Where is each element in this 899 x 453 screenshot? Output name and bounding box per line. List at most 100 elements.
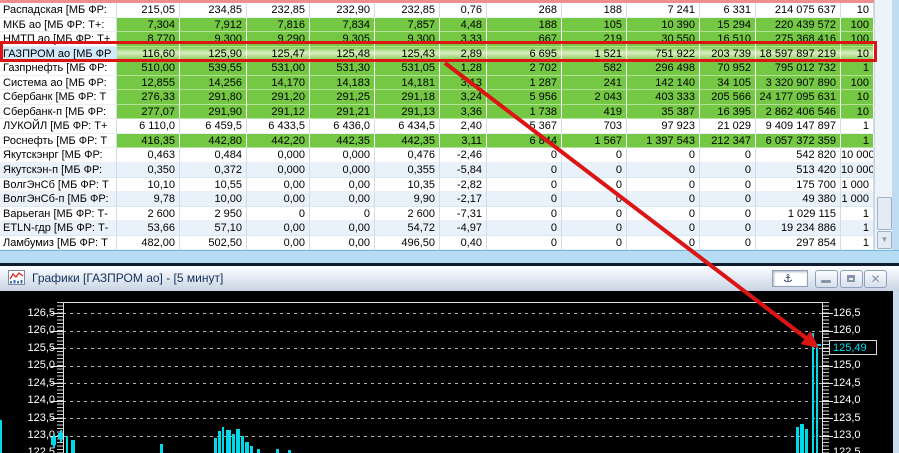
value-cell[interactable]: 1 (841, 119, 874, 134)
value-cell[interactable]: 0,000 (310, 148, 375, 164)
value-cell[interactable]: 5 956 (487, 90, 562, 105)
value-cell[interactable]: 1 738 (487, 104, 562, 120)
value-cell[interactable]: 0,484 (180, 148, 247, 164)
value-cell[interactable]: -2,46 (440, 148, 487, 164)
table-row[interactable]: Якутскэнрг [МБ ФР: 0,463 0,484 0,000 0,000 0,… (0, 148, 874, 164)
value-cell[interactable]: 125,90 (180, 46, 247, 62)
value-cell[interactable]: 7,912 (180, 17, 247, 33)
value-cell[interactable]: 24 177 095 631 (756, 90, 841, 105)
value-cell[interactable]: 0,463 (117, 148, 180, 164)
value-cell[interactable]: 10 000 (841, 163, 874, 178)
value-cell[interactable]: 291,13 (375, 104, 440, 120)
value-cell[interactable]: 10 (841, 104, 874, 120)
instrument-name-cell[interactable]: Варьеган [МБ ФР: Т- (0, 206, 117, 222)
table-row[interactable]: ВолгЭнСб [МБ ФР: Т 10,10 10,55 0,00 0,00 10,3… (0, 177, 874, 193)
value-cell[interactable]: 6 331 (700, 3, 756, 18)
value-cell[interactable]: 442,20 (247, 133, 310, 149)
value-cell[interactable]: 0,40 (440, 235, 487, 251)
table-row[interactable]: Сбербанк-п [МБ ФР: 277,07 291,90 291,12 291,… (0, 104, 874, 120)
value-cell[interactable]: 7,834 (310, 17, 375, 33)
instrument-name-cell[interactable]: ETLN-гдр [МБ ФР: Т- (0, 221, 117, 236)
value-cell[interactable]: 0,372 (180, 163, 247, 178)
value-cell[interactable]: 0,00 (310, 192, 375, 207)
value-cell[interactable]: 10,35 (375, 177, 440, 193)
instrument-name-cell[interactable]: ГАЗПРОМ ао [МБ ФР (0, 46, 117, 62)
value-cell[interactable]: 2 862 406 546 (756, 104, 841, 120)
value-cell[interactable]: -2,17 (440, 192, 487, 207)
table-row[interactable]: ETLN-гдр [МБ ФР: Т- 53,66 57,10 0,00 0,00 54,… (0, 221, 874, 236)
value-cell[interactable]: 0 (627, 206, 700, 222)
value-cell[interactable]: 9,78 (117, 192, 180, 207)
value-cell[interactable]: 0 (627, 221, 700, 236)
value-cell[interactable]: 3,24 (440, 90, 487, 105)
value-cell[interactable]: 0,476 (375, 148, 440, 164)
value-cell[interactable]: 0,00 (247, 221, 310, 236)
value-cell[interactable]: 275 368 416 (756, 32, 841, 47)
value-cell[interactable]: 7,816 (247, 17, 310, 33)
value-cell[interactable]: 18 597 897 219 (756, 46, 841, 62)
value-cell[interactable]: 0 (487, 192, 562, 207)
value-cell[interactable]: 0 (487, 221, 562, 236)
value-cell[interactable]: 0,000 (310, 163, 375, 178)
value-cell[interactable]: 14,170 (247, 75, 310, 91)
value-cell[interactable]: 3 320 907 890 (756, 75, 841, 91)
value-cell[interactable]: 0,000 (247, 148, 310, 164)
value-cell[interactable]: 291,25 (310, 90, 375, 105)
value-cell[interactable]: 2 043 (562, 90, 627, 105)
value-cell[interactable]: 0 (700, 163, 756, 178)
instrument-name-cell[interactable]: Сбербанк-п [МБ ФР: (0, 104, 117, 120)
value-cell[interactable]: 296 498 (627, 61, 700, 76)
value-cell[interactable]: 1 029 115 (756, 206, 841, 222)
value-cell[interactable]: 34 105 (700, 75, 756, 91)
value-cell[interactable]: 219 (562, 32, 627, 47)
value-cell[interactable]: 0 (700, 177, 756, 193)
table-row[interactable]: Система ао [МБ ФР: 12,855 14,256 14,170 14,1… (0, 75, 874, 91)
value-cell[interactable]: 1,28 (440, 61, 487, 76)
value-cell[interactable]: 442,80 (180, 133, 247, 149)
value-cell[interactable]: 234,85 (180, 3, 247, 18)
value-cell[interactable]: 0 (627, 163, 700, 178)
value-cell[interactable]: 0 (562, 163, 627, 178)
value-cell[interactable]: 442,35 (310, 133, 375, 149)
restore-button[interactable] (840, 270, 863, 288)
value-cell[interactable]: 2,89 (440, 46, 487, 62)
instrument-name-cell[interactable]: Якутскэн-п [МБ ФР: (0, 163, 117, 178)
instrument-name-cell[interactable]: ЛУКОЙЛ [МБ ФР: Т+ (0, 119, 117, 134)
value-cell[interactable]: 0 (310, 206, 375, 222)
table-row[interactable]: Якутскэн-п [МБ ФР: 0,350 0,372 0,000 0,000 0,… (0, 163, 874, 178)
value-cell[interactable]: 1 (841, 206, 874, 222)
instrument-name-cell[interactable]: Сбербанк [МБ ФР: Т (0, 90, 117, 105)
value-cell[interactable]: 1 397 543 (627, 133, 700, 149)
value-cell[interactable]: 9,290 (247, 32, 310, 47)
value-cell[interactable]: 0 (700, 221, 756, 236)
value-cell[interactable]: 1 000 (841, 177, 874, 193)
value-cell[interactable]: 15 294 (700, 17, 756, 33)
instrument-name-cell[interactable]: Ламбумиз [МБ ФР: Т (0, 235, 117, 251)
value-cell[interactable]: 1 (841, 61, 874, 76)
close-button[interactable]: ✕ (864, 270, 887, 288)
value-cell[interactable]: 212 347 (700, 133, 756, 149)
value-cell[interactable]: 9 409 147 897 (756, 119, 841, 134)
value-cell[interactable]: 6 434,5 (375, 119, 440, 134)
value-cell[interactable]: 125,47 (247, 46, 310, 62)
value-cell[interactable]: 2 600 (117, 206, 180, 222)
table-row[interactable]: ЛУКОЙЛ [МБ ФР: Т+ 6 110,0 6 459,5 6 433,5 6 … (0, 119, 874, 134)
value-cell[interactable]: 0 (487, 206, 562, 222)
value-cell[interactable]: 0 (562, 221, 627, 236)
value-cell[interactable]: 277,07 (117, 104, 180, 120)
value-cell[interactable]: -7,31 (440, 206, 487, 222)
value-cell[interactable]: 531,00 (247, 61, 310, 76)
value-cell[interactable]: 57,10 (180, 221, 247, 236)
value-cell[interactable]: -4,97 (440, 221, 487, 236)
value-cell[interactable]: 241 (562, 75, 627, 91)
value-cell[interactable]: 6 110,0 (117, 119, 180, 134)
instrument-name-cell[interactable]: Роснефть [МБ ФР: Т (0, 133, 117, 149)
value-cell[interactable]: 0 (487, 177, 562, 193)
value-cell[interactable]: 100 (841, 32, 874, 47)
value-cell[interactable]: 19 234 886 (756, 221, 841, 236)
value-cell[interactable]: 54,72 (375, 221, 440, 236)
value-cell[interactable]: 531,05 (375, 61, 440, 76)
table-row[interactable]: ВолгЭнСб-п [МБ ФР: 9,78 10,00 0,00 0,00 9,90-… (0, 192, 874, 207)
instrument-name-cell[interactable]: НМТП ао [МБ ФР: Т+ (0, 32, 117, 47)
value-cell[interactable]: 12,855 (117, 75, 180, 91)
